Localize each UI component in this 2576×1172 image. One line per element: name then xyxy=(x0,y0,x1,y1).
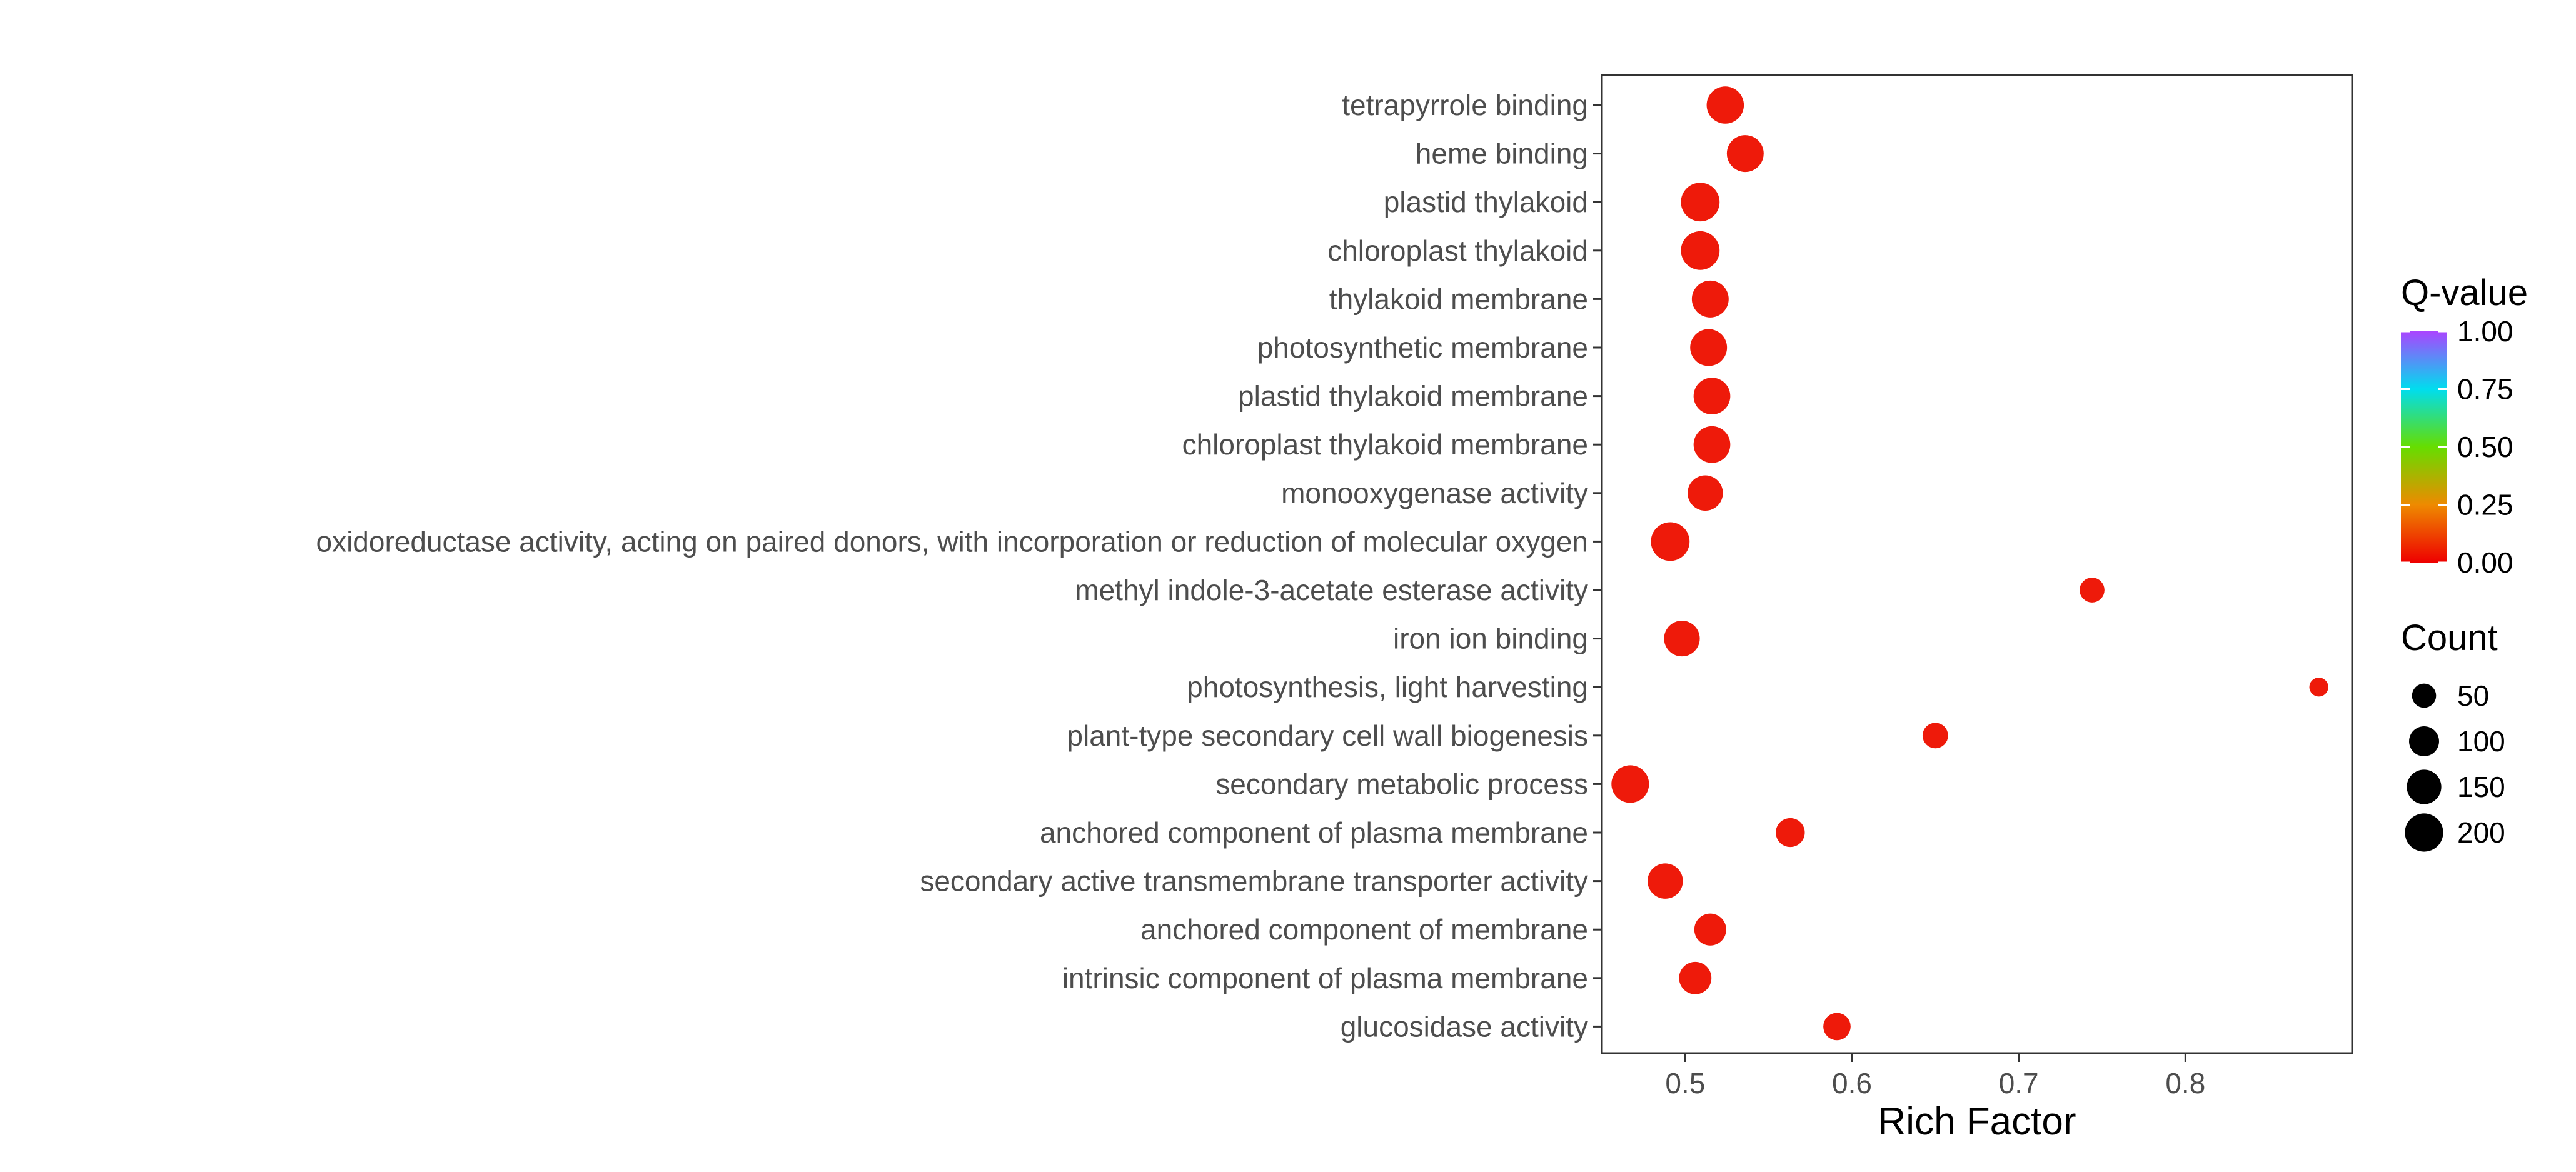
y-tick-label: glucosidase activity xyxy=(1341,1010,1588,1043)
y-tick-label: chloroplast thylakoid xyxy=(1327,234,1588,267)
y-tick-label: chloroplast thylakoid membrane xyxy=(1182,428,1588,461)
data-point xyxy=(1681,183,1720,222)
data-point xyxy=(1922,723,1948,749)
q-value-legend: Q-value 1.00 0.75 0.50 0.25 0.00 xyxy=(2401,273,2528,579)
data-point xyxy=(1651,522,1690,561)
x-tick-label: 0.8 xyxy=(2165,1067,2205,1099)
y-tick-label: thylakoid membrane xyxy=(1329,283,1588,315)
data-point xyxy=(1776,818,1805,848)
x-tick-label: 0.7 xyxy=(1999,1067,2039,1099)
plot-panel xyxy=(1601,74,2353,1054)
count-legend-title: Count xyxy=(2401,618,2498,658)
y-tick-label: secondary active transmembrane transport… xyxy=(920,865,1588,898)
y-tick-label: anchored component of membrane xyxy=(1140,913,1588,946)
count-legend-dot xyxy=(2409,726,2439,756)
x-tick-label: 0.6 xyxy=(1832,1067,1872,1099)
data-point xyxy=(1726,135,1764,173)
colorbar-tick-label: 1.00 xyxy=(2457,315,2513,348)
y-tick-label: iron ion binding xyxy=(1393,623,1588,655)
count-legend: Count 50 100 150 200 xyxy=(2401,618,2505,852)
y-tick-label: methyl indole-3-acetate esterase activit… xyxy=(1075,574,1588,606)
data-point xyxy=(1664,621,1700,657)
y-tick-label: secondary metabolic process xyxy=(1215,768,1588,800)
count-legend-label: 200 xyxy=(2457,816,2505,849)
x-tick-label: 0.5 xyxy=(1665,1067,1705,1099)
y-tick-label: monooxygenase activity xyxy=(1281,477,1588,509)
y-tick-label: plant-type secondary cell wall biogenesi… xyxy=(1067,719,1588,752)
y-tick-label: oxidoreductase activity, acting on paire… xyxy=(316,525,1589,558)
y-tick-label: photosynthetic membrane xyxy=(1257,331,1588,364)
y-tick-label: anchored component of plasma membrane xyxy=(1040,816,1588,849)
count-legend-dot xyxy=(2407,769,2442,804)
data-point xyxy=(1611,765,1649,803)
data-point xyxy=(1691,280,1729,318)
data-point xyxy=(1679,961,1712,994)
data-point xyxy=(1681,231,1720,270)
colorbar-tick-label: 0.75 xyxy=(2457,373,2513,406)
data-point xyxy=(1688,475,1723,511)
data-point xyxy=(1694,913,1726,946)
y-tick-label: heme binding xyxy=(1416,138,1588,170)
y-tick-label: tetrapyrrole binding xyxy=(1342,89,1588,121)
data-points xyxy=(1611,86,2328,1041)
data-point xyxy=(1648,863,1683,899)
q-value-legend-title: Q-value xyxy=(2401,273,2528,313)
colorbar-tick-label: 0.50 xyxy=(2457,431,2513,463)
y-tick-label: plastid thylakoid membrane xyxy=(1238,380,1588,413)
colorbar-tick-label: 0.25 xyxy=(2457,489,2513,521)
data-point xyxy=(1693,426,1731,463)
count-legend-dot xyxy=(2405,813,2443,852)
y-axis: tetrapyrrole binding heme binding plastid … xyxy=(316,89,1602,1043)
x-axis-title: Rich Factor xyxy=(1878,1100,2076,1143)
count-legend-label: 50 xyxy=(2457,679,2489,712)
count-legend-items: 50 100 150 200 xyxy=(2405,679,2505,852)
x-axis: 0.5 0.6 0.7 0.8 xyxy=(1665,1053,2205,1099)
y-tick-label: plastid thylakoid xyxy=(1384,186,1588,218)
data-point xyxy=(1690,329,1728,366)
data-point xyxy=(1693,378,1731,414)
data-point xyxy=(1823,1013,1851,1041)
count-legend-dot xyxy=(2412,683,2437,708)
colorbar-tick-label: 0.00 xyxy=(2457,546,2513,579)
count-legend-label: 100 xyxy=(2457,725,2505,758)
data-point xyxy=(1706,86,1744,124)
y-tick-label: photosynthesis, light harvesting xyxy=(1187,671,1588,703)
data-point xyxy=(2080,578,2105,603)
q-value-ticks: 1.00 0.75 0.50 0.25 0.00 xyxy=(2401,315,2513,579)
data-point xyxy=(2309,678,2328,697)
y-tick-label: intrinsic component of plasma membrane xyxy=(1062,962,1588,994)
count-legend-label: 150 xyxy=(2457,771,2505,803)
